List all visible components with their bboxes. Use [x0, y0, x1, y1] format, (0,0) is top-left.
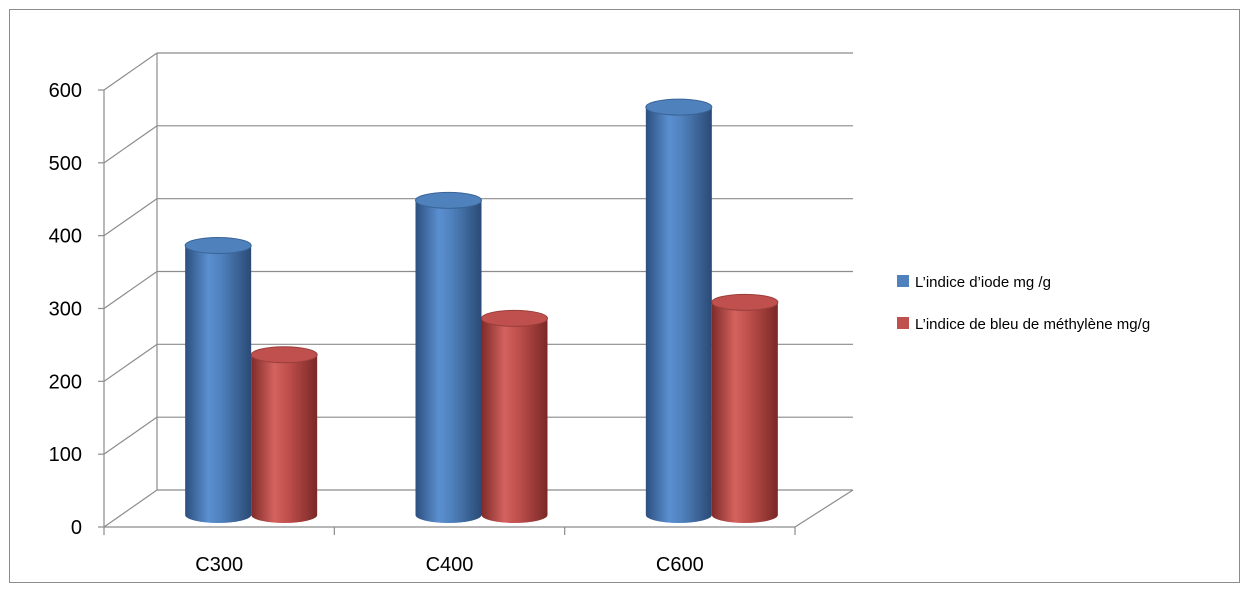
legend: L’indice d’iode mg /g L’indice de bleu de… [897, 274, 1150, 333]
x-tick-label: C300 [195, 554, 243, 576]
gridline [103, 489, 158, 528]
bar [481, 309, 548, 523]
floor-right-edge [794, 489, 854, 528]
legend-label: L’indice de bleu de méthylène mg/g [915, 316, 1150, 333]
legend-swatch [897, 275, 909, 287]
y-tick-label: 200 [49, 371, 82, 393]
gridline [103, 52, 853, 91]
y-tick-label: 600 [49, 80, 82, 102]
chart-svg: 0 100 200 300 400 500 600 C300 C400 C600 L’indic… [49, 52, 1150, 576]
x-tick-labels: C300 C400 C600 [195, 554, 703, 576]
legend-swatch [897, 317, 909, 329]
bar [415, 191, 482, 524]
x-tick-label: C400 [426, 554, 474, 576]
y-tick-label: 500 [49, 153, 82, 175]
bars [184, 98, 779, 524]
legend-item: L’indice d’iode mg /g [897, 274, 1051, 291]
y-tick-label: 100 [49, 444, 82, 466]
gridline [103, 125, 853, 164]
bar [645, 98, 713, 523]
gridline [103, 270, 853, 309]
y-tick-label: 300 [49, 299, 82, 321]
gridline [103, 198, 853, 237]
legend-item: L’indice de bleu de méthylène mg/g [897, 316, 1150, 333]
bar [184, 237, 252, 523]
bar [250, 346, 318, 523]
legend-label: L’indice d’iode mg /g [915, 274, 1051, 291]
y-tick-label: 0 [71, 517, 82, 539]
x-tick-label: C600 [656, 554, 704, 576]
y-tick-label: 400 [49, 226, 82, 248]
bar [711, 293, 779, 523]
chart-frame: 0 100 200 300 400 500 600 C300 C400 C600 L’indic… [9, 9, 1240, 583]
y-tick-labels: 0 100 200 300 400 500 600 [49, 80, 82, 539]
